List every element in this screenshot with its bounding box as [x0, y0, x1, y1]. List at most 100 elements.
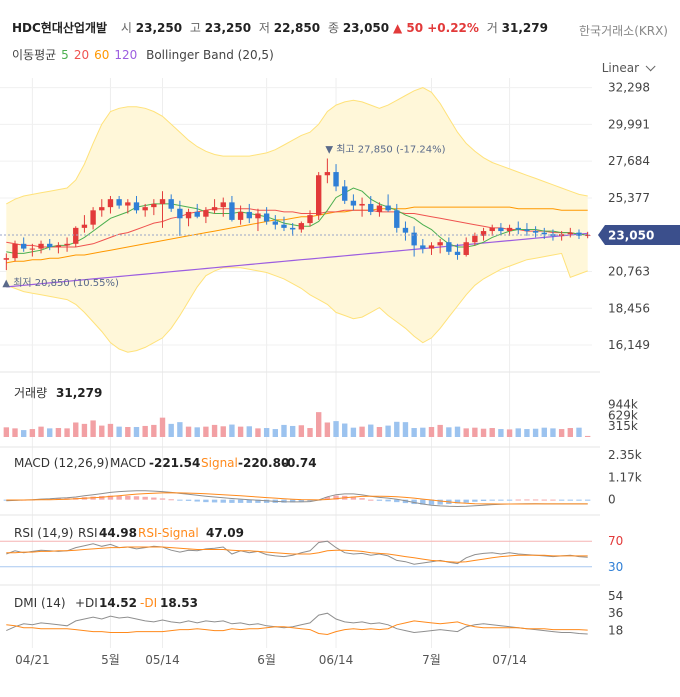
volume-tick-label: 629k: [608, 408, 638, 422]
volume-bar: [567, 428, 573, 437]
volume-bar: [472, 427, 478, 437]
high-label: 고: [189, 21, 201, 35]
candle-body: [246, 211, 252, 219]
volume-bar: [255, 428, 261, 437]
candle-body: [359, 203, 365, 206]
y-tick-label: 18,456: [608, 301, 650, 315]
macd-histogram-bar: [420, 499, 426, 505]
candle-body: [316, 175, 322, 216]
volume-bar: [125, 426, 131, 437]
macd-histogram-bar: [376, 499, 383, 501]
macd-histogram-bar: [211, 499, 218, 503]
open-value: 23,250: [135, 21, 183, 35]
candle-body: [3, 258, 10, 260]
plus-di-line: [6, 612, 588, 635]
candle-body: [342, 186, 348, 201]
macd-histogram-bar: [489, 499, 495, 501]
macd-histogram-bar: [350, 496, 357, 500]
macd-histogram-bar: [515, 499, 521, 501]
last-price-label: 23,050: [608, 229, 654, 243]
candle-body: [515, 227, 521, 230]
volume-bar: [38, 426, 44, 437]
volume-bar: [289, 425, 296, 437]
candle-body: [177, 208, 183, 219]
minus-di-legend-value: 18.53: [160, 596, 198, 610]
volume-bar: [489, 428, 495, 437]
candle-body: [90, 210, 96, 225]
x-tick-label: 6월: [257, 653, 276, 667]
candle-body: [428, 245, 435, 249]
macd-histogram-bar: [567, 499, 573, 501]
macd-histogram-bar: [298, 499, 305, 503]
volume-bar: [263, 428, 270, 437]
volume-bar: [463, 428, 469, 437]
dmi-tick-label: 36: [608, 606, 623, 620]
ma-legend-60: 60: [94, 48, 110, 62]
volume-bar: [142, 425, 148, 437]
macd-histogram-bar: [289, 499, 296, 503]
volume-bar: [350, 427, 357, 437]
macd-histogram-bar: [324, 496, 331, 500]
macd-histogram-bar: [99, 496, 105, 500]
macd-histogram-bar: [229, 499, 235, 503]
candle-body: [411, 232, 417, 246]
macd-histogram-bar: [394, 499, 400, 503]
macd-histogram-bar: [480, 499, 487, 501]
volume-title-value: 31,279: [56, 386, 102, 400]
candle-body: [38, 243, 44, 249]
volume-bar: [73, 422, 79, 437]
volume-bar: [316, 412, 322, 437]
volume-bar: [420, 427, 426, 437]
rsi-tick-70: 70: [608, 534, 623, 548]
macd-histogram-bar: [558, 499, 565, 501]
macd-histogram-bar: [576, 499, 582, 501]
candle-body: [151, 203, 157, 208]
volume-bar: [116, 426, 122, 437]
volume-bar: [359, 426, 365, 437]
volume-tick-label: 944k: [608, 397, 638, 411]
candle-body: [142, 207, 148, 211]
dmi-tick-label: 54: [608, 589, 623, 603]
volume-bar: [402, 422, 409, 437]
low-annotation: ▲ 최저 20,850 (10.55%): [2, 277, 119, 289]
volume-bar: [324, 422, 331, 437]
volume-bar: [281, 424, 287, 437]
volume-bar: [394, 421, 400, 437]
macd-histogram-bar: [133, 496, 140, 500]
volume-bar: [446, 427, 452, 437]
candle-body: [576, 232, 582, 236]
macd-histogram-bar: [125, 495, 131, 500]
candle-body: [203, 210, 209, 217]
macd-histogram-bar: [246, 499, 252, 503]
volume-bar: [185, 426, 192, 437]
candle-body: [498, 227, 504, 232]
volume-bar: [411, 428, 417, 437]
macd-histogram-bar: [159, 498, 166, 500]
x-tick-label: 5월: [101, 653, 120, 667]
candle-body: [584, 235, 591, 237]
volume-bar: [550, 428, 556, 437]
volume-bar: [64, 428, 70, 437]
volume-bar: [428, 426, 435, 437]
y-tick-label: 27,684: [608, 154, 650, 168]
y-tick-label: 25,377: [608, 191, 650, 205]
candle-body: [73, 227, 79, 244]
candle-body: [194, 211, 200, 217]
minus-di-line: [6, 620, 588, 636]
candle-body: [446, 242, 452, 252]
ma5-line: [6, 187, 588, 254]
ma60-line: [6, 206, 588, 264]
volume-bar: [576, 427, 582, 437]
candle-body: [298, 223, 305, 230]
rsi-signal-line: [6, 546, 588, 563]
candle-body: [229, 202, 235, 220]
candle-body: [237, 211, 244, 220]
volume-bar: [3, 427, 10, 437]
x-tick-label: 05/14: [145, 653, 180, 667]
candle-body: [394, 210, 400, 228]
x-tick-label: 7월: [422, 653, 441, 667]
scale-selector[interactable]: Linear: [602, 61, 656, 75]
macd-histogram-bar: [333, 495, 339, 500]
volume-bar: [47, 428, 53, 437]
candle-body: [376, 205, 383, 212]
